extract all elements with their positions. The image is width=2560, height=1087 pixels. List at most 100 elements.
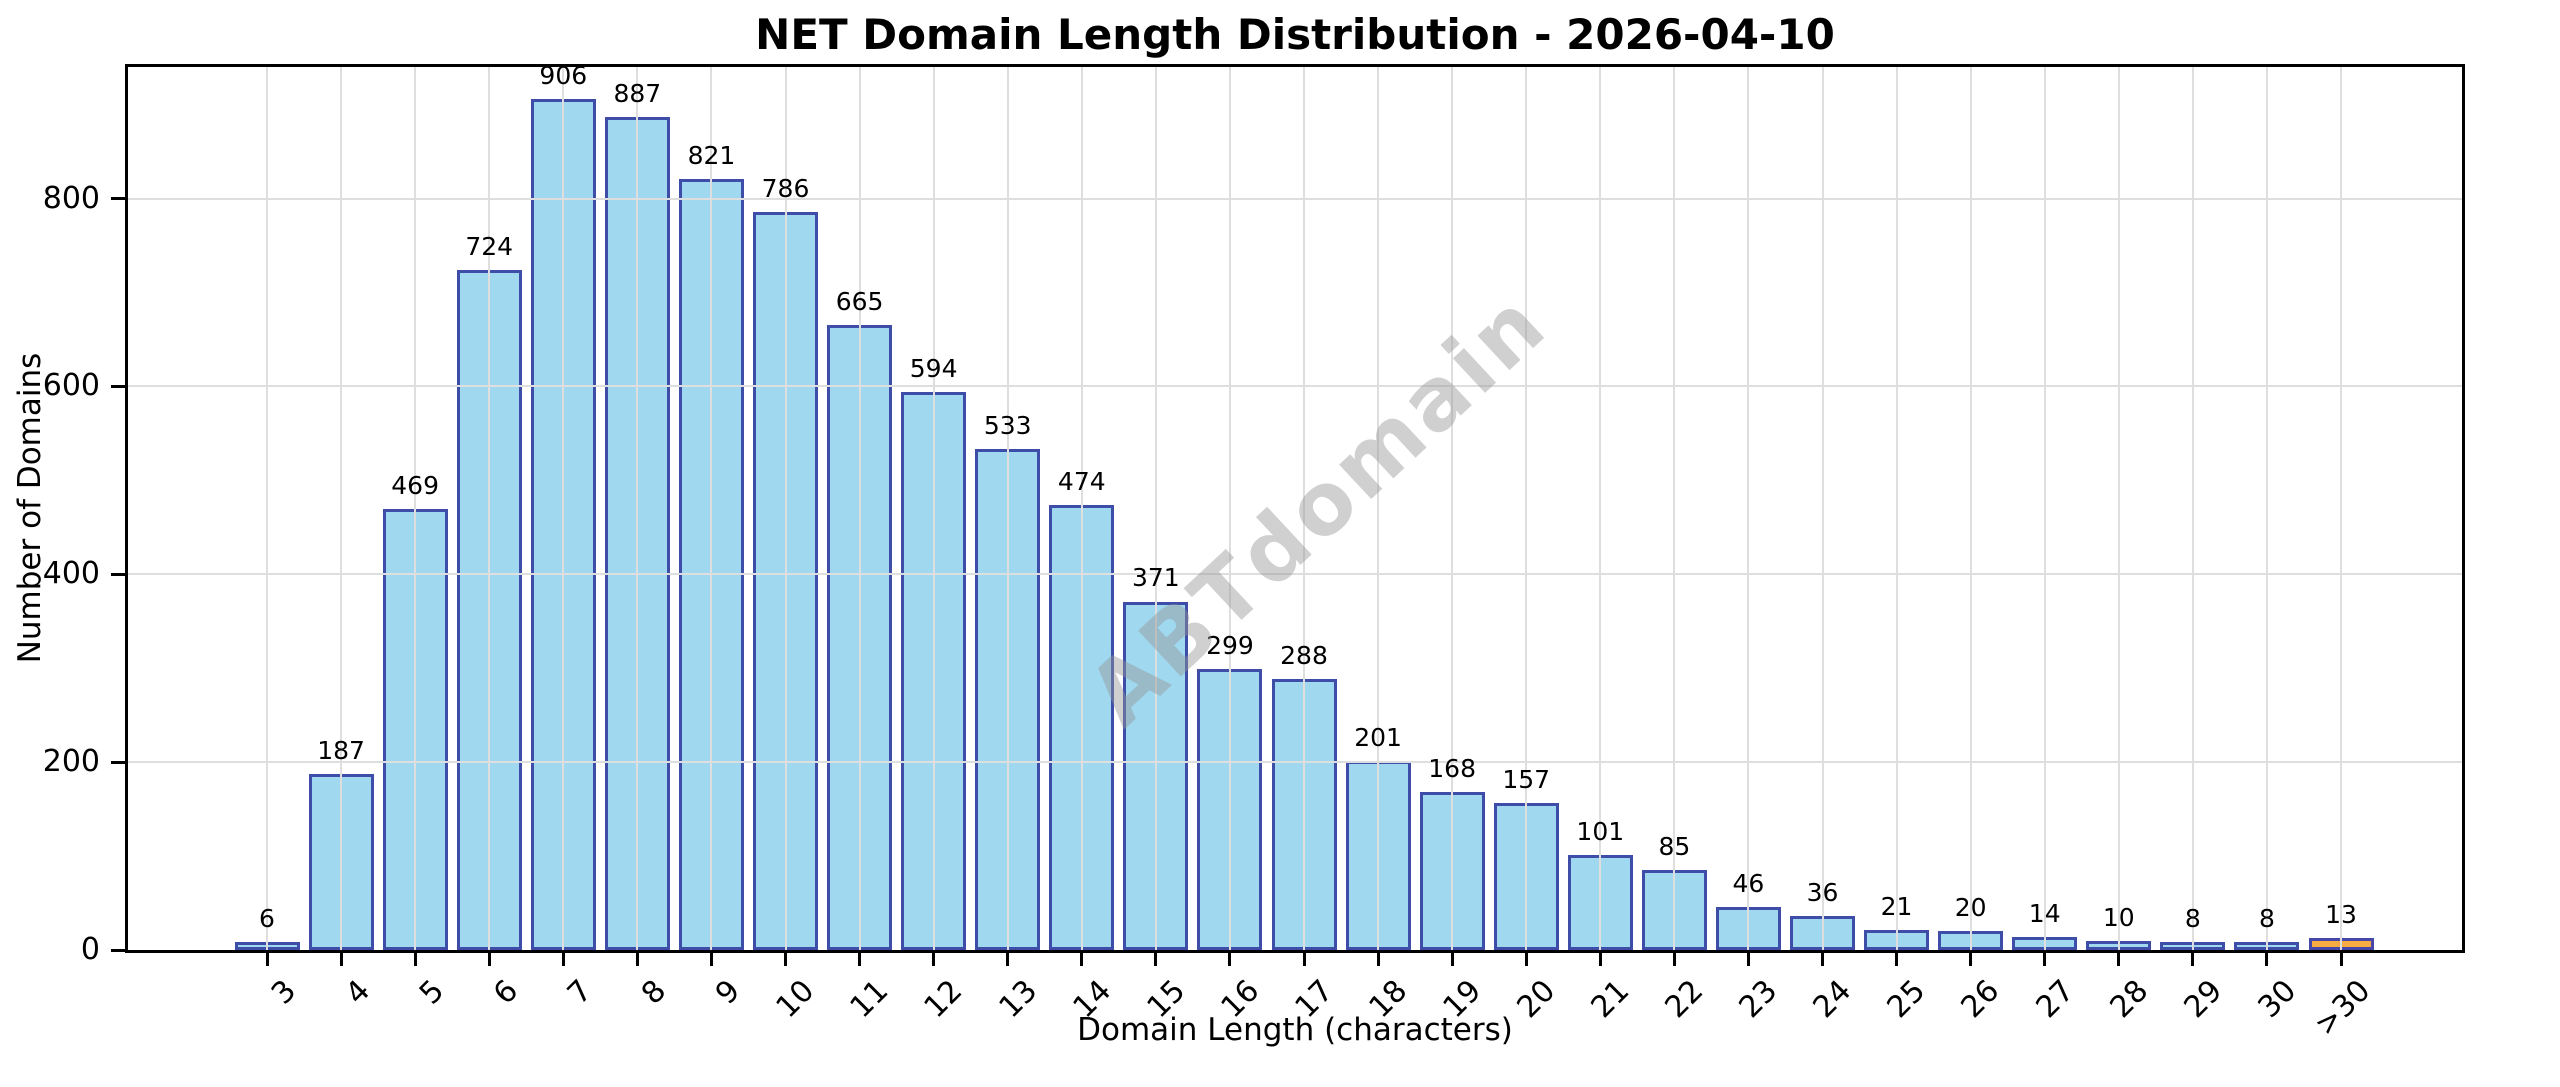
x-tick-mark: [932, 952, 936, 966]
gridline-vertical: [1006, 67, 1009, 950]
x-tick-mark: [1746, 952, 1750, 966]
x-tick-mark: [2117, 952, 2121, 966]
y-tick-mark: [111, 384, 125, 388]
x-tick-mark: [2265, 952, 2269, 966]
bar-value-label: 665: [835, 287, 884, 317]
x-tick-mark: [1006, 952, 1010, 966]
x-tick-label: >30: [2307, 973, 2378, 1043]
gridline-vertical: [414, 67, 417, 950]
bar-value-label: 187: [317, 736, 365, 766]
gridline-vertical: [2340, 67, 2342, 950]
gridline-horizontal: [128, 197, 2462, 200]
gridline-vertical: [2117, 67, 2120, 950]
bar-value-label: 533: [983, 411, 1032, 441]
gridline-vertical: [1821, 67, 1824, 950]
y-tick-label: 200: [42, 744, 100, 780]
x-tick-label: 13: [992, 973, 1044, 1026]
gridline-horizontal: [128, 385, 2462, 388]
x-tick-mark: [1302, 952, 1306, 966]
x-tick-mark: [858, 952, 862, 966]
x-tick-label: 5: [412, 973, 452, 1012]
x-tick-label: 6: [487, 973, 526, 1012]
x-tick-mark: [339, 952, 343, 966]
bar-value-label: 14: [2028, 898, 2061, 928]
gridline-vertical: [784, 67, 787, 950]
bar-value-label: 20: [1954, 893, 1987, 923]
gridline-vertical: [1080, 67, 1083, 950]
gridline-vertical: [1525, 67, 1528, 950]
bar-value-label: 887: [613, 78, 662, 108]
bar-value-label: 594: [909, 354, 958, 384]
x-tick-label: 28: [2103, 973, 2155, 1026]
plot-area: ABTdomain 0 200 400 600 800 3 6 4 187 5 469 6 724 7 90…: [43, 60, 2465, 1043]
bar-value-label: 21: [1880, 892, 1913, 922]
x-axis-title: Domain Length (characters): [1077, 1012, 1513, 1048]
bar-value-label: 8: [2258, 904, 2275, 933]
x-tick-label: 29: [2177, 973, 2229, 1026]
gridline-vertical: [1895, 67, 1898, 950]
x-tick-label: 9: [709, 973, 748, 1012]
y-tick-mark: [111, 760, 125, 764]
bar-value-label: 10: [2102, 902, 2135, 932]
bar-value-label: 85: [1658, 832, 1691, 862]
gridline-vertical: [1303, 67, 1305, 950]
y-tick-mark: [111, 197, 125, 200]
bar-value-label: 157: [1502, 764, 1551, 794]
x-tick-label: 3: [264, 973, 304, 1012]
x-tick-label: 22: [1658, 973, 1711, 1026]
bar-value-label: 168: [1428, 754, 1476, 784]
gridline-vertical: [2043, 67, 2046, 950]
bar-value-label: 371: [1131, 563, 1180, 593]
x-tick-mark: [487, 952, 491, 966]
x-tick-label: 24: [1806, 973, 1859, 1026]
gridline-vertical: [710, 67, 713, 950]
x-tick-mark: [1450, 952, 1454, 966]
bar-value-label: 474: [1057, 466, 1106, 496]
x-tick-mark: [1672, 952, 1676, 966]
x-tick-mark: [265, 952, 269, 966]
gridline-vertical: [1969, 67, 1972, 950]
gridline-vertical: [1154, 67, 1157, 950]
y-tick-label: 400: [42, 556, 100, 592]
gridline-vertical: [1451, 67, 1454, 950]
gridline-vertical: [266, 67, 268, 950]
gridline-horizontal: [128, 761, 2462, 764]
bar-value-label: 786: [761, 173, 810, 203]
x-tick-label: 23: [1732, 973, 1785, 1026]
bar-value-label: 101: [1576, 817, 1625, 847]
x-tick-label: 10: [769, 973, 822, 1026]
bar-value-label: 8: [2184, 904, 2201, 933]
bar-value-label: 906: [539, 60, 588, 90]
x-tick-mark: [1821, 952, 1824, 966]
gridline-vertical: [636, 67, 639, 950]
bar-value-label: 6: [259, 904, 275, 933]
chart-title: NET Domain Length Distribution - 2026-04…: [755, 10, 1835, 59]
gridline-vertical: [1747, 67, 1750, 950]
gridline-vertical: [340, 67, 343, 950]
x-tick-mark: [1228, 952, 1232, 966]
y-tick-label: 800: [42, 180, 100, 216]
bar-value-label: 13: [2325, 899, 2357, 929]
x-tick-label: 21: [1584, 973, 1637, 1026]
y-tick-mark: [111, 572, 125, 576]
gridline-vertical: [488, 67, 491, 950]
y-tick-label: 600: [42, 368, 100, 404]
x-tick-label: 4: [338, 973, 378, 1012]
x-tick-label: 12: [917, 973, 970, 1026]
x-tick-label: 27: [2029, 973, 2081, 1026]
x-tick-mark: [561, 952, 565, 966]
bar-value-label: 201: [1354, 723, 1402, 753]
x-tick-mark: [2191, 952, 2195, 966]
x-tick-mark: [1598, 952, 1602, 966]
bar-value-label: 469: [391, 471, 439, 501]
x-tick-label: 25: [1880, 973, 1933, 1026]
x-tick-mark: [1080, 952, 1084, 966]
gridline-vertical: [1377, 67, 1380, 950]
x-tick-label: 11: [843, 973, 896, 1026]
y-tick-label: 0: [80, 932, 100, 967]
x-tick-label: 26: [1954, 973, 2007, 1026]
x-tick-mark: [1154, 952, 1158, 966]
gridline-vertical: [1673, 67, 1676, 950]
gridline-horizontal: [128, 573, 2462, 576]
gridline-vertical: [1228, 67, 1231, 950]
